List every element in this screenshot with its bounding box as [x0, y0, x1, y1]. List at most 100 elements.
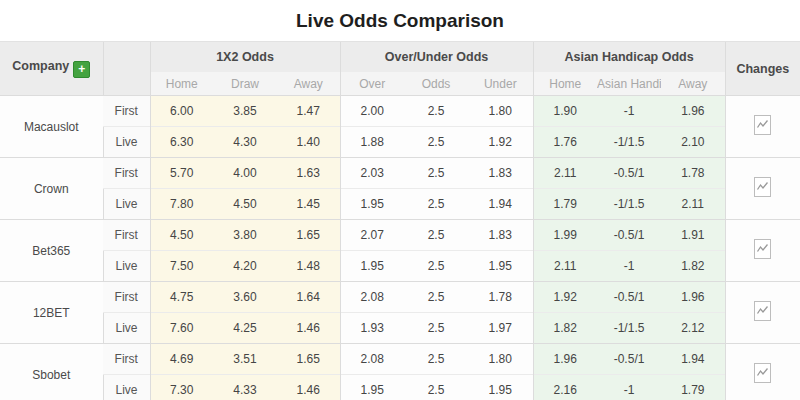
phase-label: Live: [103, 189, 150, 220]
odds-value-ah: 2.11: [533, 158, 597, 189]
odds-value-x2: 1.46: [277, 375, 340, 400]
odds-value-x2: 1.65: [277, 344, 340, 375]
phase-label: Live: [103, 313, 150, 344]
odds-value-ou: 1.93: [340, 313, 404, 344]
odds-value-ou: 2.08: [340, 344, 404, 375]
odds-value-ou: 2.07: [340, 220, 404, 251]
subcol-header-ah-away: Away: [661, 72, 725, 96]
group-header-asian-handicap: Asian Handicap Odds: [533, 42, 725, 73]
odds-value-x2: 1.40: [277, 127, 340, 158]
odds-value-ah: 1.99: [533, 220, 597, 251]
phase-label: First: [103, 220, 150, 251]
changes-cell[interactable]: [725, 344, 800, 400]
odds-value-x2: 4.00: [213, 158, 277, 189]
phase-label: Live: [103, 127, 150, 158]
subcol-header-1x2-away: Away: [277, 72, 340, 96]
phase-label: First: [103, 344, 150, 375]
odds-value-ah: 1.78: [661, 158, 725, 189]
table-row: Live7.804.501.451.952.51.941.79-1/1.52.1…: [0, 189, 800, 220]
odds-value-x2: 1.46: [277, 313, 340, 344]
subcol-header-1x2-home: Home: [150, 72, 213, 96]
odds-value-ou: 1.94: [468, 189, 533, 220]
odds-value-x2: 1.45: [277, 189, 340, 220]
subcol-header-ou-odds: Odds: [404, 72, 468, 96]
odds-value-x2: 4.25: [213, 313, 277, 344]
odds-value-ou: 2.5: [404, 158, 468, 189]
phase-label: Live: [103, 375, 150, 400]
odds-value-ou: 2.5: [404, 127, 468, 158]
odds-value-x2: 1.65: [277, 220, 340, 251]
odds-value-ah: 2.11: [661, 189, 725, 220]
table-row: MacauslotFirst6.003.851.472.002.51.801.9…: [0, 96, 800, 127]
changes-cell[interactable]: [725, 220, 800, 282]
odds-value-ah: 1.82: [661, 251, 725, 282]
odds-value-ou: 1.92: [468, 127, 533, 158]
odds-value-ou: 2.00: [340, 96, 404, 127]
company-header-label: Company: [12, 59, 69, 73]
odds-value-x2: 7.80: [150, 189, 213, 220]
subcol-header-1x2-draw: Draw: [213, 72, 277, 96]
odds-movement-chart-icon[interactable]: [754, 239, 771, 259]
odds-value-ah: 1.96: [661, 96, 725, 127]
odds-value-ou: 2.5: [404, 375, 468, 400]
company-name: Crown: [0, 158, 103, 220]
odds-value-ou: 1.95: [340, 251, 404, 282]
odds-value-x2: 3.51: [213, 344, 277, 375]
subcol-header-ah-handicap: Asian Handicap: [597, 72, 661, 96]
add-company-button[interactable]: +: [73, 61, 90, 78]
odds-value-ou: 2.5: [404, 282, 468, 313]
odds-value-x2: 1.47: [277, 96, 340, 127]
odds-value-x2: 6.30: [150, 127, 213, 158]
odds-value-ah: -1: [597, 96, 661, 127]
odds-value-ah: 2.10: [661, 127, 725, 158]
table-row: Live7.604.251.461.932.51.971.82-1/1.52.1…: [0, 313, 800, 344]
odds-value-x2: 7.30: [150, 375, 213, 400]
company-name: 12BET: [0, 282, 103, 344]
changes-cell[interactable]: [725, 158, 800, 220]
odds-value-ou: 1.95: [468, 251, 533, 282]
company-header-cell: Company +: [0, 42, 103, 96]
odds-value-ah: 2.12: [661, 313, 725, 344]
odds-value-ah: 2.16: [533, 375, 597, 400]
odds-value-x2: 3.80: [213, 220, 277, 251]
odds-value-ou: 2.03: [340, 158, 404, 189]
odds-value-ou: 1.88: [340, 127, 404, 158]
odds-value-ou: 1.80: [468, 96, 533, 127]
table-header: Company+ 1X2 Odds Over/Under Odds Asian …: [0, 42, 800, 96]
odds-comparison-table: Company+ 1X2 Odds Over/Under Odds Asian …: [0, 41, 800, 400]
odds-value-ah: -1/1.5: [597, 127, 661, 158]
page-title: Live Odds Comparison: [0, 0, 800, 41]
odds-movement-chart-icon[interactable]: [754, 363, 771, 383]
odds-movement-chart-icon[interactable]: [754, 115, 771, 135]
odds-movement-chart-icon[interactable]: [754, 177, 771, 197]
odds-movement-chart-icon[interactable]: [754, 301, 771, 321]
odds-value-ou: 2.5: [404, 313, 468, 344]
odds-value-ou: 2.5: [404, 220, 468, 251]
odds-value-ah: -1/1.5: [597, 189, 661, 220]
changes-cell[interactable]: [725, 96, 800, 158]
odds-value-ou: 2.5: [404, 344, 468, 375]
changes-cell[interactable]: [725, 282, 800, 344]
odds-value-ou: 2.08: [340, 282, 404, 313]
odds-value-ou: 1.97: [468, 313, 533, 344]
company-name: Macauslot: [0, 96, 103, 158]
odds-value-ah: 1.79: [661, 375, 725, 400]
odds-value-ou: 1.95: [468, 375, 533, 400]
company-name: Sbobet: [0, 344, 103, 400]
odds-value-ah: -0.5/1: [597, 158, 661, 189]
odds-value-ah: -0.5/1: [597, 282, 661, 313]
subcol-header-ah-home: Home: [533, 72, 597, 96]
subcol-header-ou-under: Under: [468, 72, 533, 96]
odds-value-ou: 2.5: [404, 189, 468, 220]
odds-value-x2: 4.50: [150, 220, 213, 251]
odds-value-ah: 1.76: [533, 127, 597, 158]
odds-value-ah: 2.11: [533, 251, 597, 282]
odds-value-ou: 1.80: [468, 344, 533, 375]
odds-value-x2: 3.85: [213, 96, 277, 127]
odds-value-ah: -1: [597, 251, 661, 282]
subcol-header-ou-over: Over: [340, 72, 404, 96]
table-row: Live7.504.201.481.952.51.952.11-11.82: [0, 251, 800, 282]
plus-icon: +: [78, 62, 85, 76]
group-header-over-under: Over/Under Odds: [340, 42, 533, 73]
table-row: SbobetFirst4.693.511.652.082.51.801.96-0…: [0, 344, 800, 375]
